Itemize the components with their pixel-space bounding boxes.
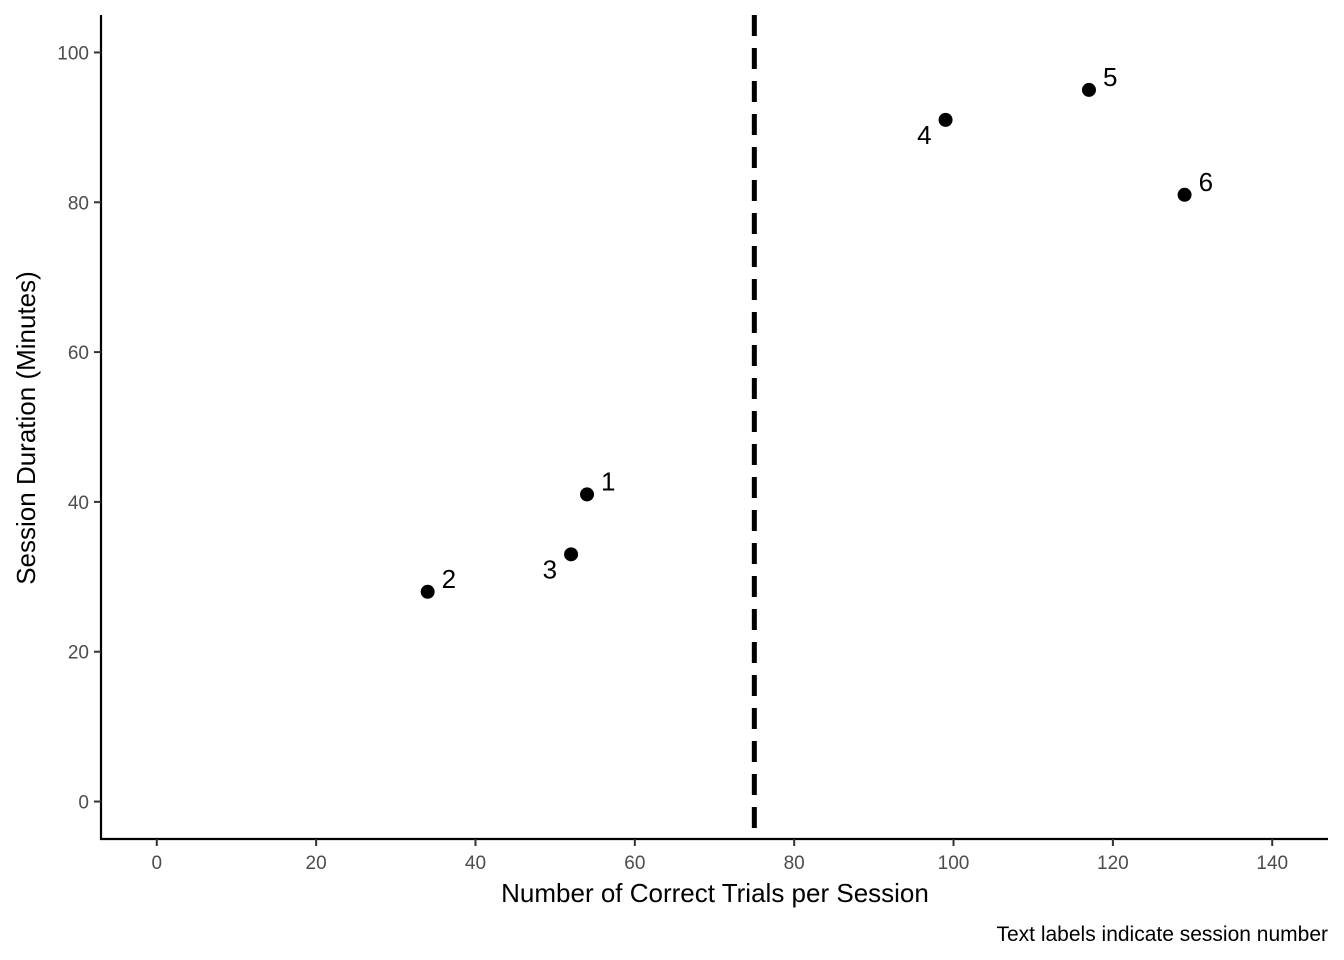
x-tick-label: 80 — [784, 853, 805, 874]
data-point-label: 6 — [1199, 167, 1213, 197]
y-tick-label: 60 — [68, 343, 89, 364]
data-point-label: 2 — [442, 564, 456, 594]
data-point-label: 1 — [601, 466, 615, 496]
chart-caption: Text labels indicate session number — [996, 923, 1328, 946]
tick-labels: 0 20 40 60 80 100 120 140 0 20 40 60 80 100 — [57, 43, 1288, 874]
y-tick-label: 100 — [57, 43, 89, 64]
data-point — [580, 487, 595, 502]
x-tick-label: 120 — [1097, 853, 1129, 874]
data-point-label: 5 — [1103, 62, 1117, 92]
data-point-label: 3 — [543, 554, 557, 584]
x-axis-title: Number of Correct Trials per Session — [501, 878, 929, 908]
data-point — [564, 547, 579, 562]
y-axis-title: Session Duration (Minutes) — [11, 271, 41, 585]
data-point — [938, 112, 953, 127]
y-tick-label: 20 — [68, 643, 89, 664]
axes — [94, 15, 1328, 846]
y-tick-label: 80 — [68, 193, 89, 214]
x-tick-label: 100 — [938, 853, 970, 874]
data-point — [1081, 82, 1096, 97]
x-tick-label: 0 — [151, 853, 162, 874]
x-tick-label: 20 — [306, 853, 327, 874]
data-points: 1 2 3 4 5 6 — [420, 62, 1213, 599]
y-tick-label: 0 — [78, 793, 89, 814]
data-point-label: 4 — [917, 120, 931, 150]
x-tick-label: 140 — [1256, 853, 1288, 874]
x-tick-label: 60 — [624, 853, 645, 874]
data-point — [1177, 187, 1192, 202]
data-point — [420, 584, 435, 599]
x-tick-label: 40 — [465, 853, 486, 874]
y-tick-label: 40 — [68, 493, 89, 514]
